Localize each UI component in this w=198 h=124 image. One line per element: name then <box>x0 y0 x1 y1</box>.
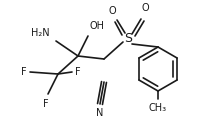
Text: N: N <box>96 108 104 118</box>
Text: F: F <box>21 67 27 77</box>
Text: OH: OH <box>90 21 105 31</box>
Text: S: S <box>124 32 132 46</box>
Text: O: O <box>141 3 149 13</box>
Text: F: F <box>43 99 49 109</box>
Text: O: O <box>108 6 116 16</box>
Text: H₂N: H₂N <box>31 28 50 38</box>
Text: CH₃: CH₃ <box>149 103 167 113</box>
Text: F: F <box>75 67 81 77</box>
